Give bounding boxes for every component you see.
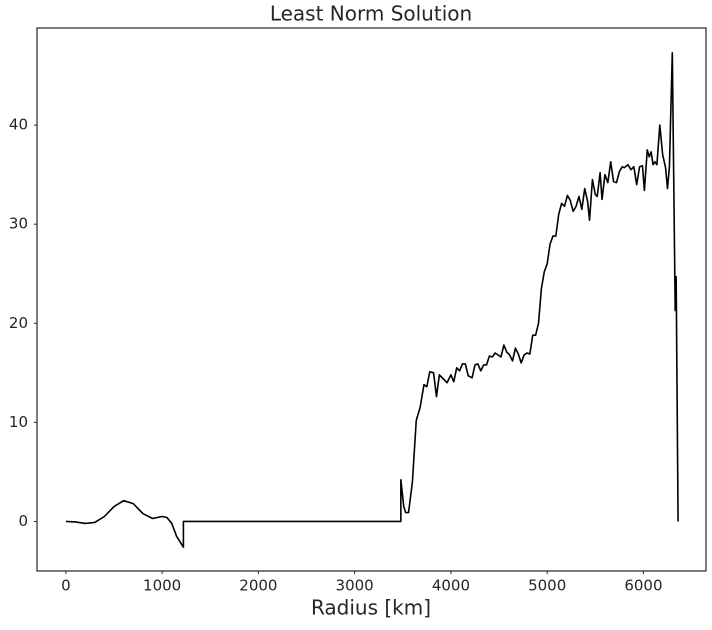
x-tick-label: 1000 (143, 577, 181, 595)
x-tick-label: 4000 (432, 577, 470, 595)
data-line (65, 51, 679, 549)
y-tick-label: 10 (9, 413, 28, 431)
x-tick-label: 5000 (528, 577, 566, 595)
chart-title: Least Norm Solution (270, 2, 472, 26)
x-tick-label: 3000 (336, 577, 374, 595)
y-tick-label: 40 (9, 116, 28, 134)
x-tick-label: 0 (61, 577, 71, 595)
x-tick-label: 6000 (624, 577, 662, 595)
x-tick-label: 2000 (239, 577, 277, 595)
y-tick-label: 20 (9, 314, 28, 332)
y-tick-label: 0 (18, 512, 28, 530)
plot-frame (36, 27, 707, 572)
x-axis-label: Radius [km] (311, 596, 431, 620)
y-tick-label: 30 (9, 215, 28, 233)
